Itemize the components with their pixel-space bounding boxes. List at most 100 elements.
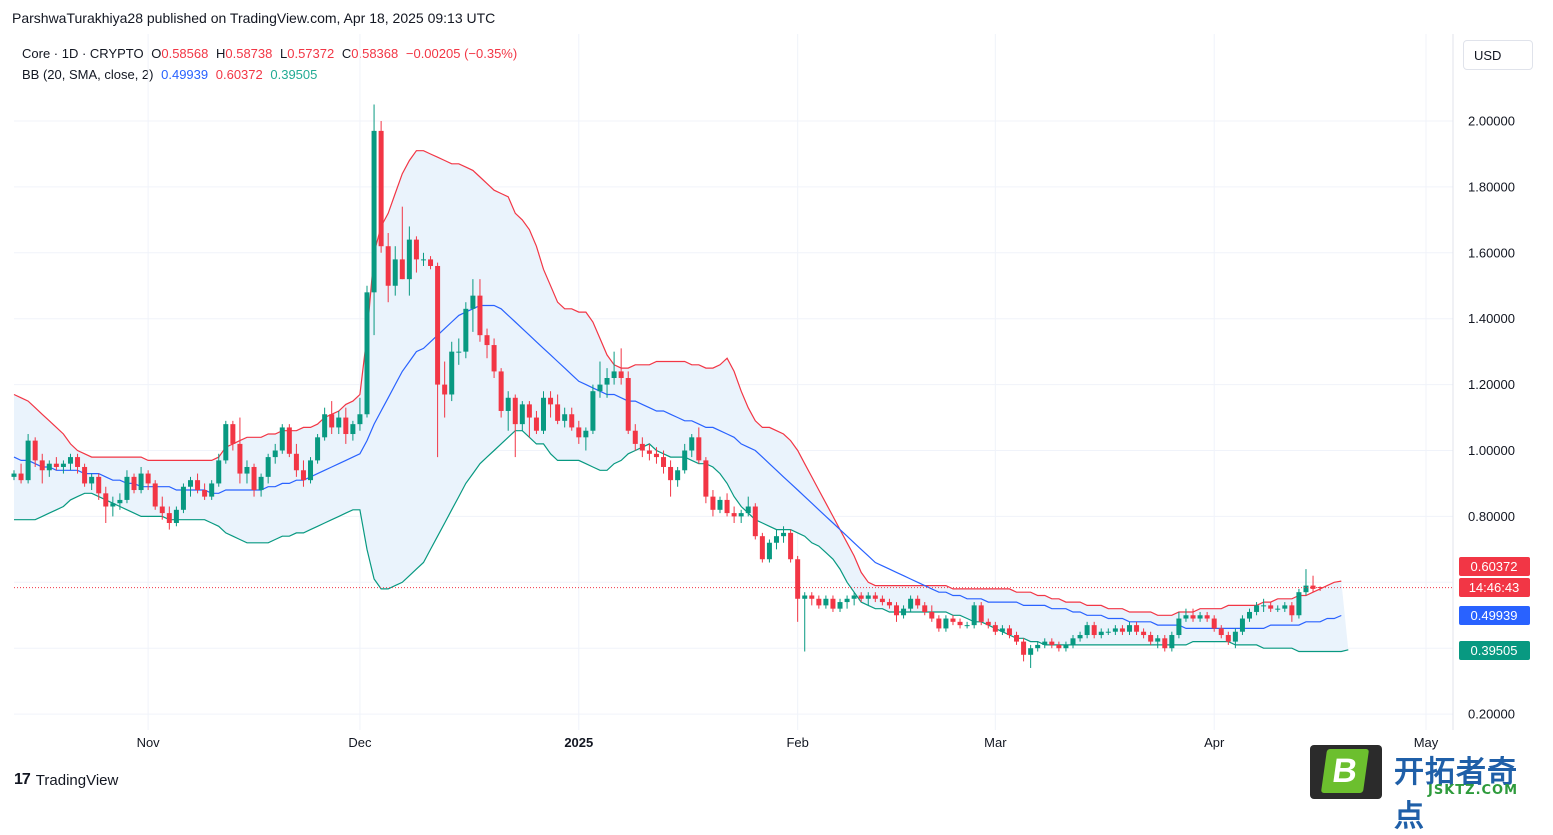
candle-body: [32, 440, 38, 461]
candle: [569, 407, 575, 431]
candle: [96, 473, 102, 500]
candle-body: [1218, 628, 1224, 636]
x-tick-label: Mar: [984, 735, 1007, 750]
candle: [795, 555, 801, 622]
candle: [350, 420, 356, 441]
candle: [180, 483, 186, 514]
candle: [999, 625, 1005, 636]
candle: [717, 496, 723, 514]
candle: [1275, 605, 1281, 612]
candle: [1296, 588, 1302, 619]
close-label: C: [341, 46, 352, 61]
candle-body: [632, 430, 638, 444]
candle-body: [886, 602, 892, 606]
candle: [611, 351, 617, 385]
candle: [202, 483, 208, 500]
candle-body: [766, 542, 772, 560]
candle: [1169, 631, 1175, 652]
candle-body: [1204, 615, 1210, 619]
candle-body: [39, 460, 45, 471]
y-tick-label: 1.40000: [1468, 311, 1515, 326]
candle-body: [315, 437, 321, 461]
candle: [385, 233, 391, 303]
candle-body: [258, 476, 264, 491]
candle-body: [1077, 635, 1083, 639]
candle: [646, 443, 652, 461]
candle: [371, 104, 377, 336]
candle: [1254, 602, 1260, 616]
candle: [420, 252, 426, 266]
candle-body: [1169, 635, 1175, 649]
candle: [992, 621, 998, 636]
candle-body: [943, 618, 949, 629]
candle: [1232, 628, 1238, 649]
bb-basis-value: 0.49939: [161, 67, 209, 82]
candle: [675, 466, 681, 487]
candle: [1289, 602, 1295, 622]
candle-body: [618, 371, 624, 379]
candle-body: [173, 509, 179, 523]
candle-body: [844, 598, 850, 603]
candle: [300, 460, 306, 487]
candle: [1084, 621, 1090, 639]
candle-body: [1239, 618, 1245, 632]
bb-upper-line: [13, 150, 1342, 616]
candle-body: [1049, 641, 1055, 645]
candle: [343, 407, 349, 444]
candle-body: [936, 618, 942, 629]
candle: [1282, 602, 1288, 612]
candle: [639, 437, 645, 458]
candle-body: [272, 450, 278, 458]
price-tag-lower-text: 0.39505: [1471, 643, 1518, 658]
candle-body: [1211, 618, 1217, 629]
candle: [964, 621, 970, 629]
candle: [498, 368, 504, 418]
open-label: O: [151, 46, 162, 61]
candle-body: [1098, 631, 1104, 636]
candle: [357, 397, 363, 431]
y-tick-label: 1.80000: [1468, 179, 1515, 194]
price-chart[interactable]: 2.00000 1.80000 1.60000 1.40000 1.20000 1.000…: [0, 0, 1553, 803]
candle: [1126, 621, 1132, 636]
candle-body: [802, 595, 808, 599]
candle-body: [788, 532, 794, 560]
symbol-label[interactable]: Core · 1D · CRYPTO: [22, 46, 144, 61]
candle: [653, 447, 659, 464]
candle-body: [1070, 638, 1076, 645]
candle: [1247, 608, 1252, 622]
candle: [915, 595, 921, 609]
tradingview-brand[interactable]: 17 TradingView: [14, 771, 118, 789]
candle: [1225, 631, 1231, 645]
candle-body: [548, 397, 554, 405]
candle-body: [89, 476, 95, 484]
candle: [548, 391, 554, 418]
candle: [152, 480, 158, 510]
bb-label[interactable]: BB (20, SMA, close, 2): [22, 67, 154, 82]
candle-body: [159, 506, 165, 514]
candle: [851, 592, 857, 606]
price-tag-upper: 0.60372: [1459, 557, 1530, 576]
candle-body: [1197, 615, 1203, 619]
candle-body: [329, 414, 335, 428]
candle-body: [230, 424, 236, 444]
candle: [1310, 575, 1316, 593]
candle: [583, 427, 589, 451]
candle: [745, 496, 751, 517]
candle: [752, 503, 758, 540]
candle-body: [661, 457, 667, 467]
candle: [1204, 611, 1210, 622]
candle: [18, 463, 24, 484]
candle: [788, 529, 794, 563]
candle: [1098, 628, 1104, 639]
candle-body: [526, 404, 532, 418]
candle-body: [413, 239, 419, 260]
candle: [971, 602, 977, 629]
grid-lines: [14, 34, 1453, 730]
currency-button[interactable]: USD: [1463, 40, 1533, 70]
watermark-logo-glyph: B: [1320, 749, 1370, 793]
candle-body: [639, 443, 645, 451]
candle: [413, 236, 419, 273]
candle: [1049, 638, 1055, 649]
candle: [632, 424, 638, 451]
candle-body: [364, 292, 370, 415]
